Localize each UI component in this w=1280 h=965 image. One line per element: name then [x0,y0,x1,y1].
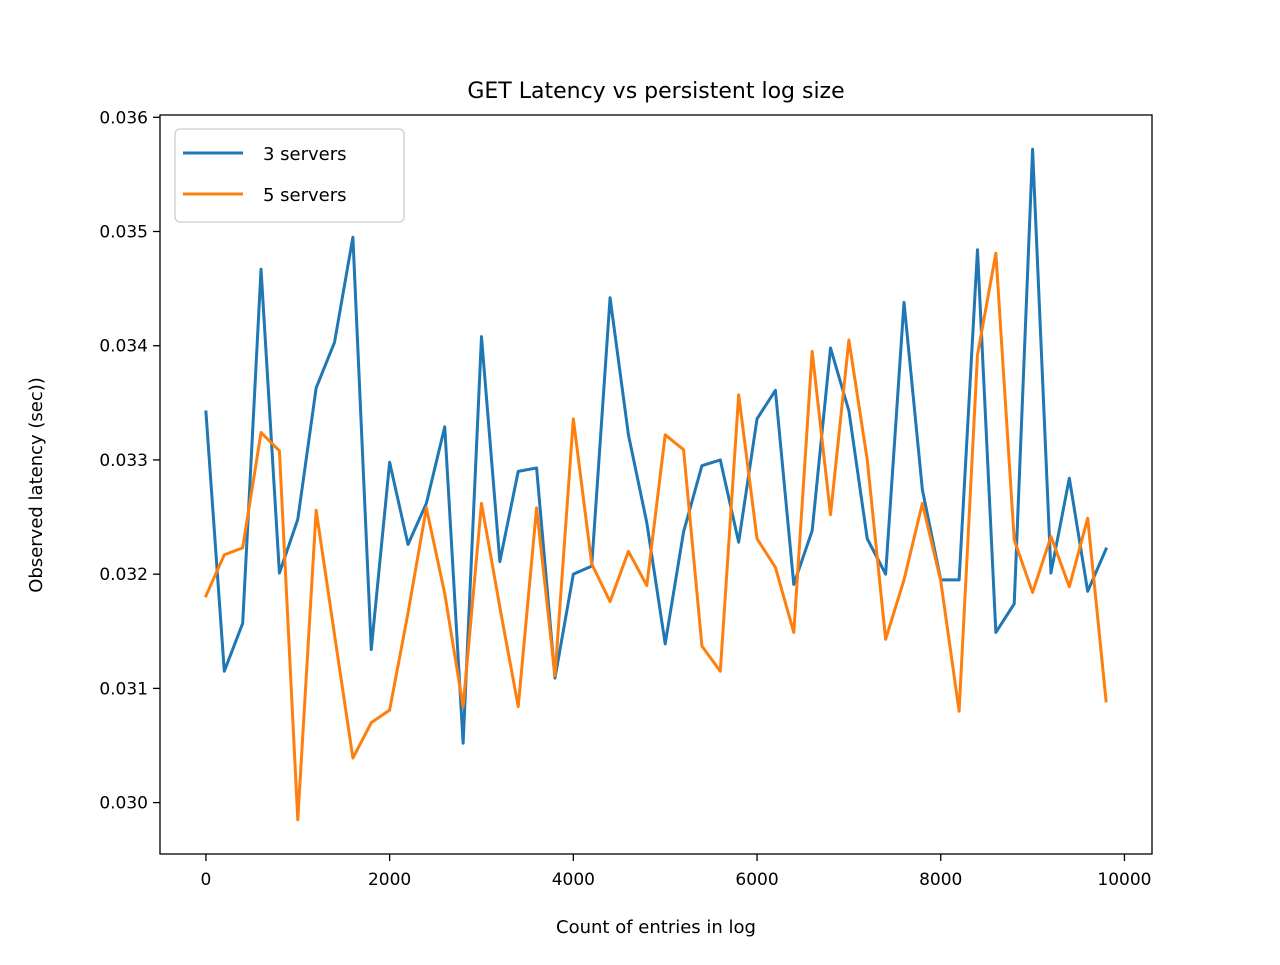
x-tick-label: 4000 [552,870,595,890]
y-axis-label: Observed latency (sec)) [26,377,47,593]
y-tick-label: 0.032 [99,565,148,585]
legend-label: 5 servers [263,185,347,206]
legend-box [174,128,405,223]
x-tick-label: 8000 [919,870,962,890]
series-layer [203,147,1109,822]
plot-area [160,115,1152,854]
legend-label: 3 servers [263,144,347,165]
plot-frame [159,114,1153,855]
series-line-2 [203,251,1108,822]
chart-title: GET Latency vs persistent log size [467,79,844,104]
x-axis-label: Count of entries in log [556,917,756,938]
y-tick-label: 0.035 [99,223,148,243]
y-tick-label: 0.036 [99,108,148,128]
x-tick-label: 10000 [1097,870,1151,890]
legend: 3 servers 5 servers [174,128,405,223]
x-axis: 0 2000 4000 6000 8000 10000 [201,854,1151,890]
x-tick-label: 2000 [368,870,411,890]
x-tick-label: 0 [201,870,212,890]
x-tick-label: 6000 [735,870,778,890]
y-axis: 0.030 0.031 0.032 0.033 0.034 0.035 0.036 [99,108,160,814]
series-line-1 [204,147,1109,745]
y-tick-label: 0.034 [99,337,148,357]
y-tick-label: 0.033 [99,451,148,471]
y-tick-label: 0.031 [99,679,148,699]
y-tick-label: 0.030 [99,794,148,814]
